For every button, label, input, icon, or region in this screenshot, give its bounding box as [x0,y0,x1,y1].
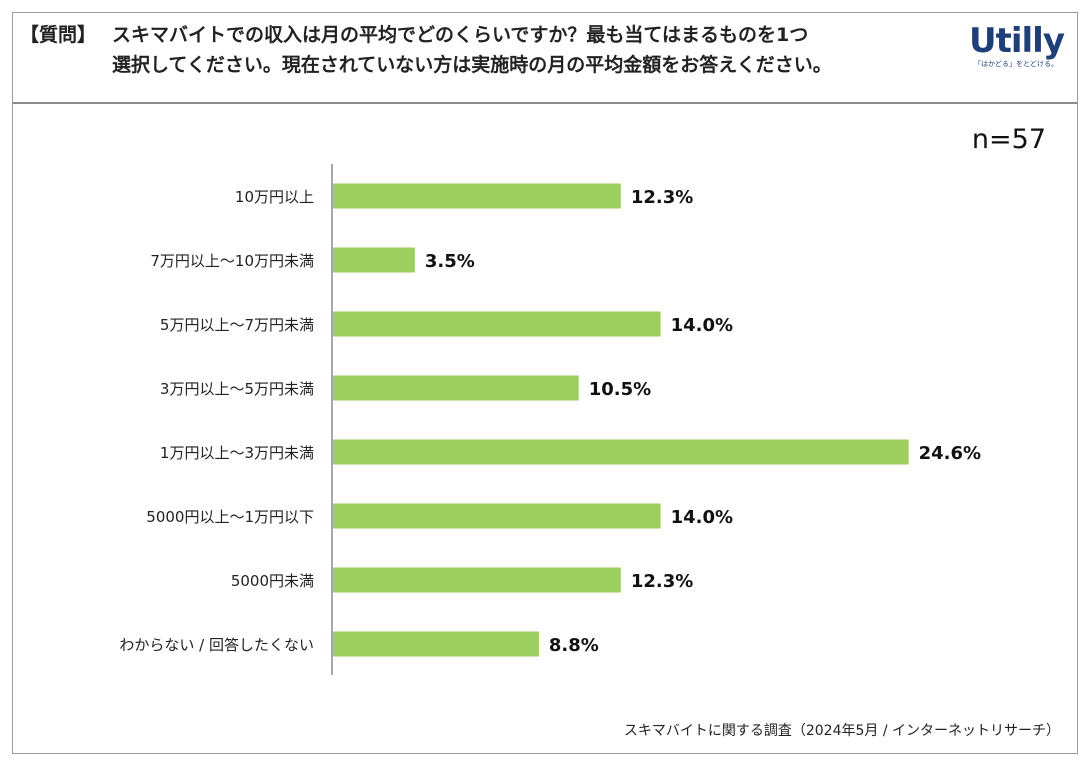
sample-size-label: n=57 [971,124,1046,155]
bar [333,311,661,337]
logo-tagline: 「はかどる」をとどける。 [974,60,1058,68]
question-header [12,12,1078,104]
utilly-logo: Utilly 「はかどる」をとどける。 [944,21,1065,69]
value-label: 12.3% [631,571,693,592]
category-label: 1万円以上～3万円未満 [160,444,314,462]
value-label: 3.5% [425,251,475,272]
question-text-line1: スキマバイトでの収入は月の平均でどのくらいですか？最も当てはまるものを1つ [112,24,809,46]
logo-wordmark: Utilly [969,21,1065,61]
category-label: 5000円以上～1万円以下 [146,508,314,526]
question-text-line2: 選択してください。現在されていない方は実施時の月の平均金額をお答えください。 [112,54,832,76]
bar [333,567,621,593]
value-label: 8.8% [549,635,599,656]
category-label: 3万円以上～5万円未満 [160,380,314,398]
bar [333,503,661,529]
category-label: 10万円以上 [235,188,314,206]
bar [333,247,415,273]
value-label: 24.6% [919,443,981,464]
value-label: 12.3% [631,187,693,208]
category-label: 5000円未満 [231,572,314,590]
question-prefix: 【質問】 [20,24,97,46]
bar [333,439,909,465]
bar [333,631,539,657]
source-note: スキマバイトに関する調査（2024年5月 / インターネットリサーチ） [623,723,1060,739]
value-label: 10.5% [589,379,651,400]
category-label: 5万円以上～7万円未満 [160,316,314,334]
value-label: 14.0% [671,315,733,336]
bar [333,375,579,401]
bar [333,183,621,209]
category-label: 7万円以上～10万円未満 [150,252,314,270]
category-label: わからない / 回答したくない [119,636,314,654]
value-label: 14.0% [671,507,733,528]
